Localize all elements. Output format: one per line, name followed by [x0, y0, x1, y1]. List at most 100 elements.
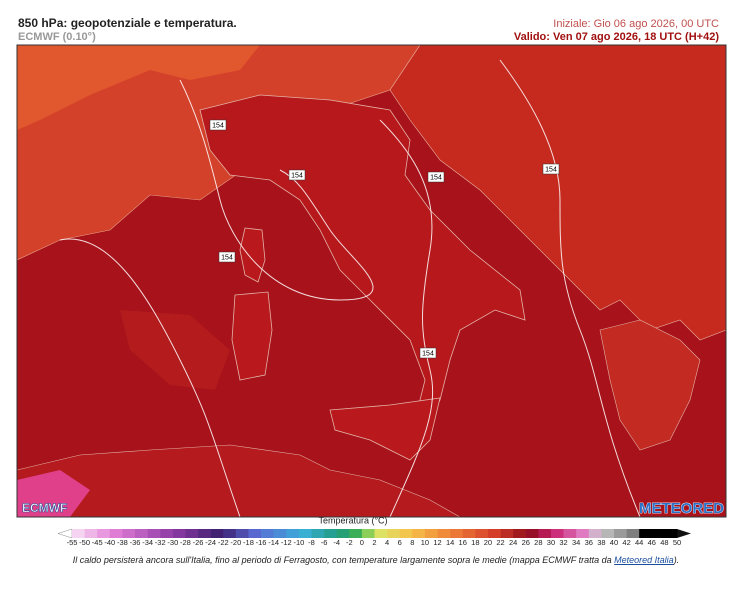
colorbar-swatch: [500, 529, 514, 538]
colorbar-tick-label: -4: [333, 538, 340, 547]
colorbar-swatch: [387, 529, 401, 538]
colorbar-tick-label: -18: [243, 538, 254, 547]
contour-label: 154: [422, 350, 434, 357]
colorbar-swatch: [525, 529, 539, 538]
land-france: [17, 45, 260, 130]
caption-text: Il caldo persisterà ancora sull'Italia, …: [72, 555, 612, 565]
colorbar-swatch: [261, 529, 274, 538]
contour-label-box: [288, 169, 306, 181]
colorbar-swatch: [601, 529, 615, 538]
land-balkans: [389, 45, 726, 341]
colorbar-swatch: [588, 529, 602, 538]
colorbar-swatch: [311, 529, 325, 538]
colorbar-tick-label: 30: [547, 538, 555, 547]
colorbar-tick-label: -40: [104, 538, 115, 547]
colorbar-tick-label: -24: [205, 538, 216, 547]
colorbar-swatch: [538, 529, 552, 538]
colorbar-swatch: [349, 529, 363, 538]
colorbar-tick-label: 26: [522, 538, 530, 547]
colorbar-tick-label: -36: [130, 538, 141, 547]
colorbar-tick-label: 46: [648, 538, 656, 547]
colorbar-swatch: [210, 529, 224, 538]
land-africa: [17, 444, 461, 517]
colorbar-swatch: [651, 529, 665, 538]
colorbar-tick-label: -50: [79, 538, 90, 547]
colorbar-tick-label: -34: [142, 538, 153, 547]
colorbar-tick-label: -20: [230, 538, 241, 547]
colorbar-tick-label: -28: [180, 538, 191, 547]
colorbar-tick-label: 2: [372, 538, 376, 547]
land-sicily: [329, 397, 441, 461]
colorbar-tick-label: 32: [559, 538, 567, 547]
colorbar-swatch: [109, 529, 123, 538]
colorbar-arrow-left: [57, 528, 73, 539]
colorbar-tick-label: 16: [459, 538, 467, 547]
colorbar-swatch: [399, 529, 413, 538]
contour-label-box: [209, 119, 227, 131]
colorbar-tick-label: -32: [155, 538, 166, 547]
caption-link[interactable]: Meteored Italia: [614, 555, 674, 565]
land-italy: [199, 94, 526, 421]
colorbar-swatch: [122, 529, 136, 538]
colorbar-swatch: [563, 529, 577, 538]
colorbar-tick-label: 28: [534, 538, 542, 547]
hot-area: [17, 470, 90, 517]
colorbar-swatch: [185, 529, 199, 538]
colorbar-tick-label: -6: [321, 538, 328, 547]
colorbar-tick-label: 8: [410, 538, 414, 547]
title: 850 hPa: geopotenziale e temperatura.: [18, 16, 237, 30]
colorbar-tick-label: 10: [421, 538, 429, 547]
land-greece: [599, 319, 701, 451]
contours: [59, 59, 641, 517]
colorbar-swatch: [97, 529, 111, 538]
colorbar-swatch: [298, 529, 312, 538]
colorbar-tick-label: 18: [471, 538, 479, 547]
colorbar-swatch: [135, 529, 148, 538]
colorbar-swatch: [273, 529, 287, 538]
colorbar-tick-label: 6: [398, 538, 402, 547]
caption: Il caldo persisterà ancora sull'Italia, …: [0, 555, 752, 565]
contour-label: 154: [545, 166, 557, 173]
init-time: Iniziale: Gio 06 ago 2026, 00 UTC: [553, 18, 719, 30]
colorbar-tick-label: 34: [572, 538, 580, 547]
colorbar-tick-label: 22: [496, 538, 504, 547]
colorbar-tick-label: -45: [92, 538, 103, 547]
colorbar-swatch: [147, 529, 161, 538]
colorbar-swatch: [235, 529, 249, 538]
contour-label-box: [218, 251, 236, 263]
colorbar-tick-label: 42: [622, 538, 630, 547]
colorbar-swatch: [613, 529, 627, 538]
colorbar-tick-label: -38: [117, 538, 128, 547]
colorbar-tick-label: -16: [256, 538, 267, 547]
colorbar-swatch: [84, 529, 98, 538]
colorbar-swatch: [160, 529, 174, 538]
colorbar-swatch: [286, 529, 300, 538]
map-frame: [16, 44, 727, 518]
contour-label: 154: [212, 122, 224, 129]
colorbar-swatch: [450, 529, 464, 538]
map: [17, 45, 726, 517]
contour-label-box: [427, 171, 445, 183]
colorbar-tick-label: 48: [660, 538, 668, 547]
colorbar-tick-label: -26: [193, 538, 204, 547]
colorbar-swatch: [374, 529, 388, 538]
map-figure: 850 hPa: geopotenziale e temperatura. EC…: [16, 16, 727, 547]
colorbar-tick-label: 44: [635, 538, 643, 547]
colorbar-tick-label: 38: [597, 538, 605, 547]
logo-meteored: METEORED: [639, 500, 724, 517]
colorbar-tick-label: -2: [346, 538, 353, 547]
colorbar-tick-label: -14: [268, 538, 279, 547]
colorbar-swatch: [223, 529, 237, 538]
colorbar-swatch: [475, 529, 489, 538]
colorbar-swatch: [513, 529, 527, 538]
legend-title: Temperatura (°C): [318, 515, 387, 525]
colorbar-swatch: [248, 529, 262, 538]
colorbar-tick-label: 12: [433, 538, 441, 547]
caption-end: ).: [673, 555, 680, 565]
colorbar-swatch: [487, 529, 501, 538]
colorbar-swatch: [198, 529, 211, 538]
colorbar-swatch: [664, 529, 678, 538]
colorbar-swatch: [462, 529, 476, 538]
colorbar-swatch: [172, 529, 186, 538]
valid-time: Valido: Ven 07 ago 2026, 18 UTC (H+42): [514, 31, 719, 43]
